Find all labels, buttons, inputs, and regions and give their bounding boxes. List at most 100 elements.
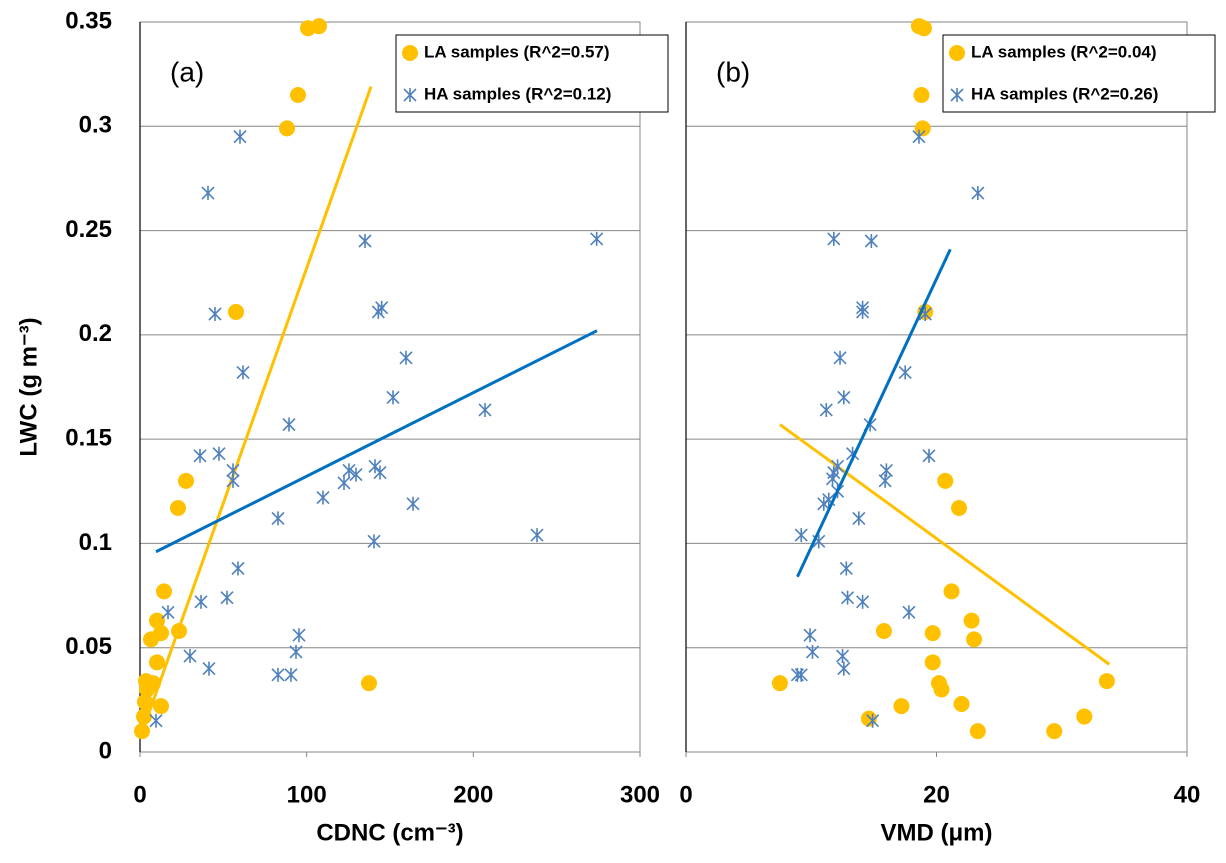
legend-label: HA samples (R^2=0.12) <box>424 84 611 103</box>
ha-point <box>373 465 387 480</box>
la-point <box>1076 708 1093 725</box>
ha-point <box>406 496 420 511</box>
y-tick-label: 0.3 <box>79 112 112 139</box>
x-axis-title: CDNC (cm⁻³) <box>316 819 463 846</box>
la-point <box>311 18 327 35</box>
x-tick-label: 0 <box>679 781 692 808</box>
ha-point <box>375 300 389 315</box>
ha-point <box>289 644 303 659</box>
ha-point <box>879 463 893 478</box>
la-point <box>924 625 941 642</box>
ha-point <box>202 661 216 676</box>
ha-point <box>231 561 245 576</box>
la-point <box>953 696 970 713</box>
la-point <box>156 583 172 600</box>
ha-point <box>316 490 330 505</box>
x-axis-title: VMD (μm) <box>880 819 992 846</box>
panel-label: (a) <box>170 56 204 87</box>
x-tick-label: 40 <box>1174 781 1201 808</box>
ha-point <box>284 667 298 682</box>
ha-point <box>825 471 840 486</box>
ha-point <box>803 628 817 643</box>
y-tick-label: 0.05 <box>65 633 112 660</box>
ha-point <box>898 365 912 380</box>
la-point <box>875 623 892 640</box>
ha-point <box>271 511 285 526</box>
ha-point <box>835 649 850 664</box>
ha-point <box>817 496 831 511</box>
y-tick-label: 0.2 <box>79 320 112 347</box>
ha-point <box>236 365 250 380</box>
ha-point <box>149 713 163 728</box>
y-tick-label: 0 <box>99 737 112 764</box>
la-point <box>139 681 155 698</box>
ha-point <box>212 446 226 461</box>
la-point <box>137 693 153 710</box>
x-tick-label: 100 <box>287 781 327 808</box>
ha-point <box>590 231 604 246</box>
legend-marker <box>402 45 418 61</box>
la-point <box>1098 673 1115 690</box>
ha-point <box>864 234 878 248</box>
ha-point <box>337 475 351 490</box>
ha-point <box>827 231 841 246</box>
ha-point <box>342 463 356 478</box>
ha-point <box>856 304 870 319</box>
ha-point <box>852 511 866 526</box>
y-tick-label: 0.1 <box>79 529 112 556</box>
trend-line <box>155 329 598 554</box>
legend-marker <box>950 88 964 102</box>
y-tick-label: 0.15 <box>65 424 112 451</box>
la-point <box>149 612 165 629</box>
legend-marker <box>949 45 965 61</box>
x-tick-label: 200 <box>453 781 493 808</box>
la-point <box>913 87 930 103</box>
ha-point <box>922 448 936 463</box>
ha-point <box>866 713 880 728</box>
ha-point <box>386 390 400 405</box>
x-tick-label: 300 <box>620 781 660 808</box>
la-point <box>228 303 244 320</box>
trend-line <box>796 248 952 578</box>
ha-point <box>161 605 175 620</box>
ha-point <box>902 605 916 620</box>
legend-label: LA samples (R^2=0.04) <box>971 42 1157 61</box>
ha-point <box>912 129 926 144</box>
ha-point <box>878 473 892 488</box>
la-point <box>966 631 983 648</box>
plot-frame <box>139 21 641 753</box>
legend-marker <box>403 88 417 102</box>
ha-point <box>971 186 985 201</box>
la-point <box>915 20 932 37</box>
ha-point <box>833 350 847 365</box>
ha-point <box>839 561 853 576</box>
ha-point <box>208 307 222 321</box>
ha-point <box>819 402 833 417</box>
la-point <box>951 499 968 516</box>
ha-point <box>194 594 208 609</box>
ha-point <box>841 590 855 605</box>
ha-point <box>530 528 544 543</box>
la-point <box>290 87 306 103</box>
ha-point <box>282 417 296 432</box>
ha-point <box>201 186 215 201</box>
ha-point <box>367 534 381 549</box>
la-point <box>937 472 954 489</box>
ha-point <box>837 661 851 676</box>
ha-point <box>349 467 363 482</box>
la-point <box>178 472 194 489</box>
ha-point <box>368 459 382 474</box>
la-point <box>153 625 169 642</box>
la-point <box>933 681 950 698</box>
ha-point <box>358 234 372 248</box>
la-point <box>361 675 377 692</box>
la-point <box>149 654 165 671</box>
legend-label: LA samples (R^2=0.57) <box>424 42 610 61</box>
la-point <box>771 675 788 692</box>
ha-point <box>193 448 207 463</box>
legend-box <box>395 34 669 113</box>
ha-point <box>233 129 247 144</box>
y-axis-title: LWC (g m⁻³) <box>15 317 42 456</box>
trend-line <box>779 423 1111 666</box>
